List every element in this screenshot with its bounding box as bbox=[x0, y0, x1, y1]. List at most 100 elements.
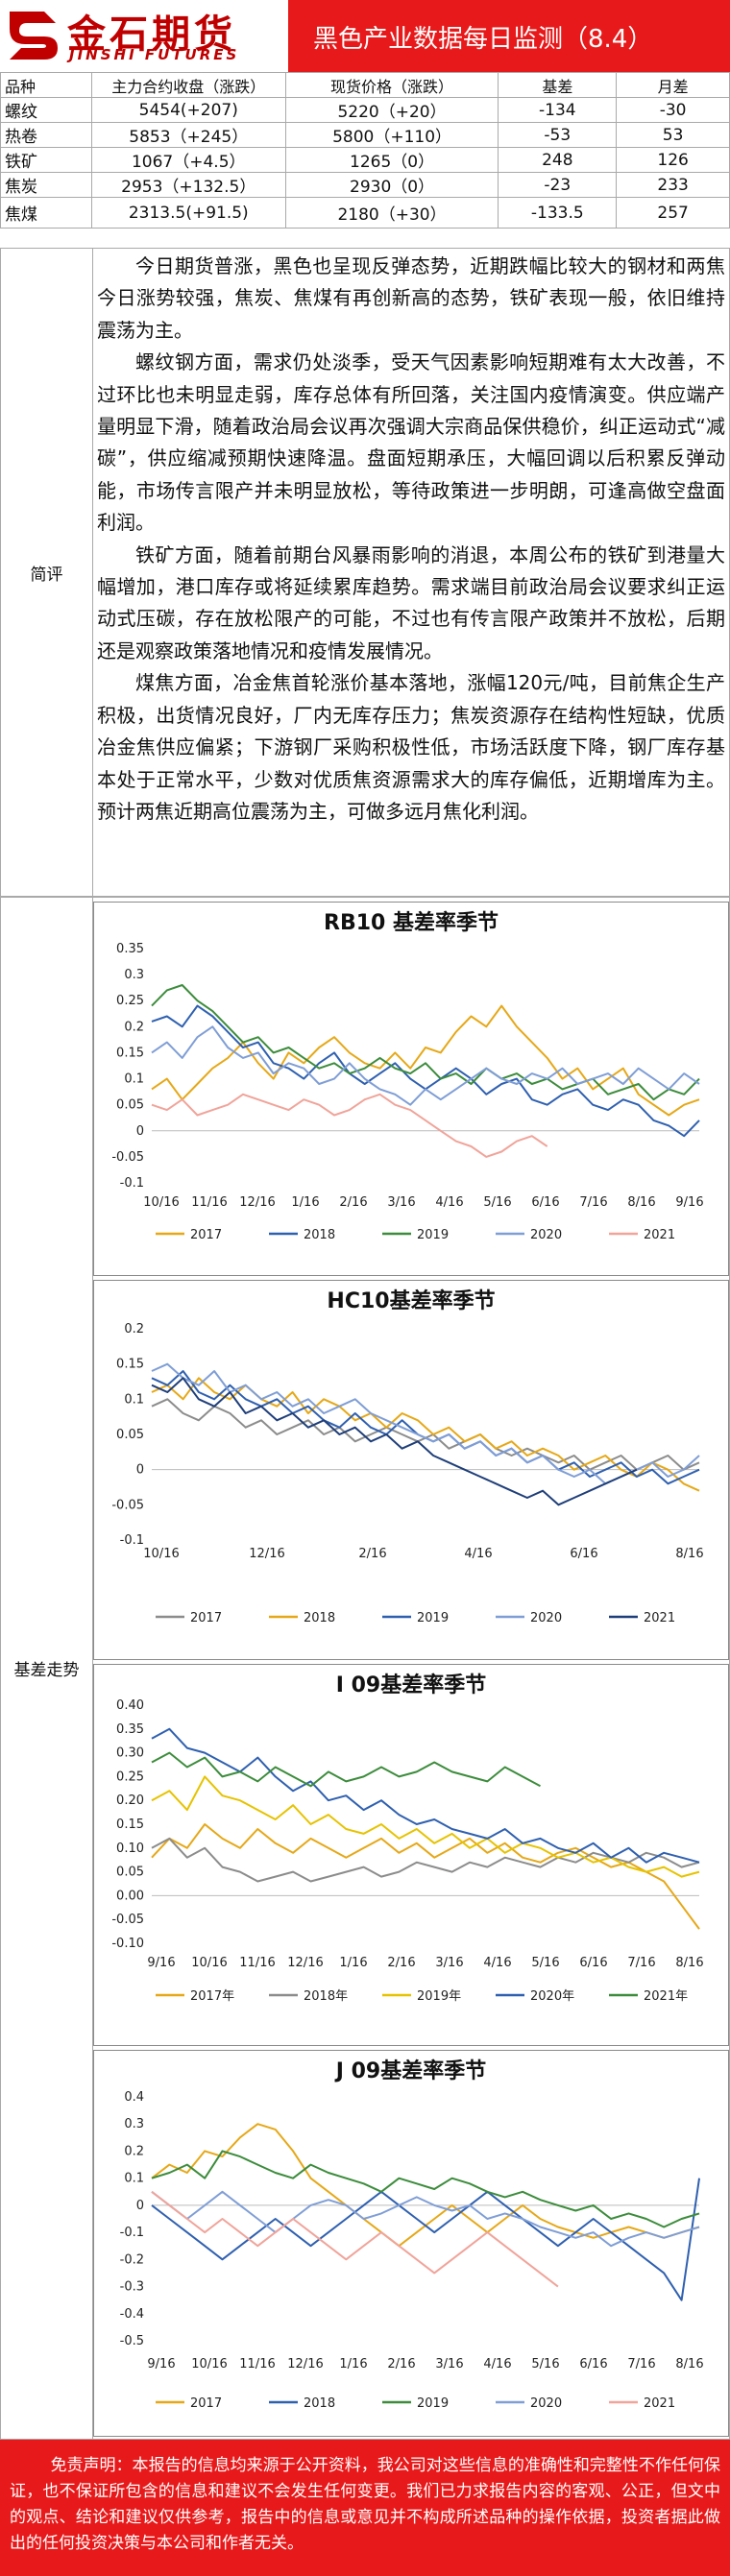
table-cell: 126 bbox=[616, 147, 730, 173]
y-tick-label: 0.1 bbox=[124, 1072, 144, 1087]
table-header-cell: 主力合约收盘（涨跌） bbox=[90, 72, 286, 98]
table-cell: 2930（0） bbox=[284, 172, 499, 198]
y-tick-label: 0.00 bbox=[116, 1889, 144, 1903]
x-tick-label: 4/16 bbox=[483, 1956, 511, 1970]
commentary-paragraph: 铁矿方面，随着前期台风暴雨影响的消退，本周公布的铁矿到港量大幅增加，港口库存或将… bbox=[97, 542, 725, 662]
legend-label: 2018 bbox=[304, 1228, 335, 1242]
y-tick-label: 0.35 bbox=[116, 942, 144, 956]
chart-i09: I 09基差率季节 0.40 0.35 0.30 0.25 0.20 0.15 0.10 0.0… bbox=[93, 1664, 729, 2046]
table-cell: -53 bbox=[498, 122, 618, 148]
table-cell: -133.5 bbox=[498, 197, 618, 229]
x-tick-label: 2/16 bbox=[339, 1195, 367, 1210]
commentary-paragraph: 煤焦方面，冶金焦首轮涨价基本落地，涨幅120元/吨，目前焦企生产积极，出货情况良… bbox=[97, 671, 725, 823]
chart-rb10: RB10 基差率季节 0.35 0.3 0.25 0.2 0.15 0.1 0.05 0 -0.0… bbox=[93, 902, 729, 1276]
x-tick-label: 6/16 bbox=[570, 1547, 597, 1561]
series-line bbox=[151, 1837, 700, 1883]
y-tick-label: 0.40 bbox=[116, 1698, 144, 1713]
x-tick-label: 3/16 bbox=[435, 1956, 463, 1970]
series-line bbox=[151, 1377, 638, 1506]
y-tick-label: 0.2 bbox=[124, 2144, 144, 2158]
legend-label: 2019 bbox=[417, 2396, 449, 2411]
x-tick-label: 7/16 bbox=[627, 1956, 655, 1970]
y-tick-label: 0.1 bbox=[124, 1392, 144, 1407]
jinshi-logo-icon bbox=[6, 8, 61, 63]
legend-label: 2021 bbox=[644, 2396, 675, 2411]
y-tick-label: 0.15 bbox=[116, 1818, 144, 1832]
y-tick-label: 0.25 bbox=[116, 1769, 144, 1784]
x-tick-label: 12/16 bbox=[249, 1547, 284, 1561]
table-cell: 5800（+110） bbox=[284, 122, 499, 148]
y-tick-label: 0.2 bbox=[124, 1322, 144, 1336]
y-tick-label: 0.2 bbox=[124, 1020, 144, 1034]
legend-label: 2018 bbox=[304, 2396, 335, 2411]
x-tick-label: 10/16 bbox=[143, 1547, 179, 1561]
x-tick-label: 1/16 bbox=[339, 1956, 367, 1970]
legend-label: 2020 bbox=[530, 1611, 562, 1625]
series-line bbox=[151, 1727, 700, 1864]
y-tick-label: 0.3 bbox=[124, 2117, 144, 2131]
y-tick-label: 0 bbox=[136, 1124, 144, 1139]
series-line bbox=[151, 2191, 559, 2288]
table-cell: -23 bbox=[498, 172, 618, 198]
x-tick-label: 6/16 bbox=[579, 1956, 607, 1970]
table-cell: 1067（+4.5） bbox=[90, 147, 286, 173]
commentary-paragraph: 今日期货普涨，黑色也呈现反弹态势，近期跌幅比较大的钢材和两焦今日涨势较强，焦炭、… bbox=[97, 254, 725, 342]
y-tick-label: 0.1 bbox=[124, 2172, 144, 2186]
x-tick-label: 11/16 bbox=[239, 2357, 275, 2371]
commentary-paragraph: 螺纹钢方面，需求仍处淡季，受天气因素影响短期难有太大改善，不过环比也未明显走弱，… bbox=[97, 350, 725, 535]
disclaimer-text: 免责声明：本报告的信息均来源于公开资料，我公司对这些信息的准确性和完整性不作任何… bbox=[10, 2456, 720, 2553]
report-header: 金石期货 JINSHI FUTURES 黑色产业数据每日监测（8.4） bbox=[0, 0, 730, 72]
table-cell: 53 bbox=[616, 122, 730, 148]
x-tick-label: 8/16 bbox=[627, 1195, 655, 1210]
table-cell: 焦炭 bbox=[0, 172, 92, 198]
legend-label: 2017 bbox=[190, 1228, 222, 1242]
table-cell: 248 bbox=[498, 147, 618, 173]
table-cell: 热卷 bbox=[0, 122, 92, 148]
chart-j09-svg: J 09基差率季节 0.4 0.3 0.2 0.1 0 -0.1 -0.2 -0.3 -0.4 -0… bbox=[120, 2058, 704, 2411]
x-tick-label: 11/16 bbox=[191, 1195, 227, 1210]
commentary-body: 今日期货普涨，黑色也呈现反弹态势，近期跌幅比较大的钢材和两焦今日涨势较强，焦炭、… bbox=[97, 251, 725, 828]
y-tick-label: 0.15 bbox=[116, 1046, 144, 1060]
x-tick-label: 1/16 bbox=[291, 1195, 319, 1210]
x-tick-label: 12/16 bbox=[287, 1956, 323, 1970]
x-tick-label: 7/16 bbox=[627, 2357, 655, 2371]
x-tick-label: 9/16 bbox=[147, 1956, 175, 1970]
table-cell: 螺纹 bbox=[0, 97, 92, 123]
y-tick-label: 0.20 bbox=[116, 1794, 144, 1808]
table-row: 铁矿 1067（+4.5） 1265（0） 248 126 bbox=[0, 147, 730, 173]
table-cell: 焦煤 bbox=[0, 197, 92, 229]
x-tick-label: 11/16 bbox=[239, 1956, 275, 1970]
table-cell: 铁矿 bbox=[0, 147, 92, 173]
chart-title: HC10基差率季节 bbox=[327, 1288, 495, 1313]
y-tick-label: -0.4 bbox=[120, 2307, 144, 2322]
x-tick-label: 12/16 bbox=[287, 2357, 323, 2371]
series-line bbox=[151, 2178, 700, 2301]
chart-i09-svg: I 09基差率季节 0.40 0.35 0.30 0.25 0.20 0.15 0.10 0.0… bbox=[111, 1673, 703, 2004]
table-cell: 5454(+207) bbox=[90, 97, 286, 123]
legend-label: 2021 bbox=[644, 1228, 675, 1242]
legend-label: 2021 bbox=[644, 1611, 675, 1625]
y-tick-label: 0.30 bbox=[116, 1746, 144, 1761]
series-line bbox=[151, 2190, 700, 2248]
y-tick-label: 0.3 bbox=[124, 968, 144, 982]
table-header-cell: 月差 bbox=[616, 72, 730, 98]
x-tick-label: 2/16 bbox=[358, 1547, 386, 1561]
chart-title: I 09基差率季节 bbox=[336, 1673, 486, 1697]
logo-english-name: JINSHI FUTURES bbox=[69, 46, 240, 63]
commentary-label: 简评 bbox=[1, 249, 93, 896]
series-line bbox=[151, 1377, 700, 1492]
table-header-cell: 基差 bbox=[498, 72, 618, 98]
page-title: 黑色产业数据每日监测（8.4） bbox=[313, 25, 653, 54]
logo-chinese-name: 金石期货 bbox=[67, 12, 236, 57]
x-tick-label: 10/16 bbox=[143, 1195, 179, 1210]
series-line bbox=[151, 1398, 700, 1471]
x-tick-label: 4/16 bbox=[483, 2357, 511, 2371]
table-header-cell: 现货价格（涨跌） bbox=[284, 72, 499, 98]
y-tick-label: -0.1 bbox=[120, 1176, 144, 1191]
legend-label: 2019 bbox=[417, 1228, 449, 1242]
basis-charts-section: 基差走势 RB10 基差率季节 0.35 0.3 0.25 0.2 0.15 0.1 0.05… bbox=[0, 897, 730, 2440]
table-cell: 233 bbox=[616, 172, 730, 198]
x-tick-label: 10/16 bbox=[191, 2357, 227, 2371]
legend-label: 2017 bbox=[190, 1611, 222, 1625]
table-header-cell: 品种 bbox=[0, 72, 92, 98]
